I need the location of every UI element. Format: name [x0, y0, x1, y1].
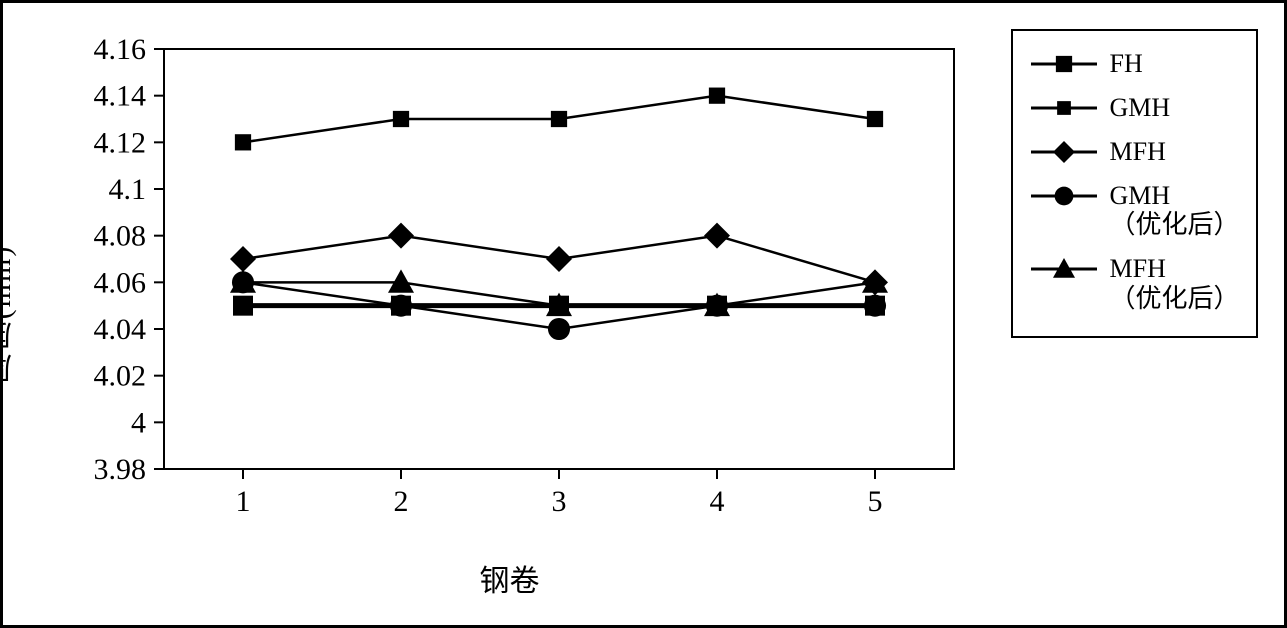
legend-label: MFH（优化后）	[1109, 254, 1239, 314]
svg-text:4.02: 4.02	[94, 359, 147, 392]
svg-text:5: 5	[868, 485, 883, 518]
svg-text:4.06: 4.06	[94, 266, 147, 299]
svg-text:4: 4	[710, 485, 725, 518]
legend-label: MFH	[1109, 137, 1165, 167]
svg-text:1: 1	[236, 485, 251, 518]
legend-item-GMH: GMH	[1029, 93, 1239, 123]
svg-text:4.16: 4.16	[94, 33, 147, 66]
series-GMH	[235, 87, 883, 150]
legend-label: FH	[1109, 49, 1142, 79]
legend-marker-icon	[1029, 254, 1099, 284]
svg-text:4.08: 4.08	[94, 219, 147, 252]
svg-text:2: 2	[394, 485, 409, 518]
legend-marker-icon	[1029, 181, 1099, 211]
legend-label: GMH（优化后）	[1109, 181, 1239, 241]
line-chart: 3.98 4 4.02 4.04 4.06 4.08 4.1 4.12 4.14 4.16 1 2 3 4…	[29, 29, 989, 549]
legend-item-FH: FH	[1029, 49, 1239, 79]
series-MFH	[230, 222, 888, 295]
y-axis-label: 厚度(mm)	[0, 245, 23, 384]
legend-label: GMH	[1109, 93, 1170, 123]
svg-text:4.04: 4.04	[94, 313, 147, 346]
svg-text:4.12: 4.12	[94, 126, 147, 159]
legend-item-MFH: MFH	[1029, 137, 1239, 167]
chart-and-legend: 厚度(mm) 3.9844.024.044.064.084.14.124.144…	[29, 29, 1257, 600]
svg-text:4.14: 4.14	[94, 79, 147, 112]
legend-marker-icon	[1029, 137, 1099, 167]
legend-marker-icon	[1029, 49, 1099, 79]
series-MFH_opt	[230, 269, 888, 316]
legend-item-GMH_opt: GMH（优化后）	[1029, 181, 1239, 241]
svg-text:4: 4	[131, 406, 146, 439]
x-axis-label: 钢卷	[29, 556, 989, 600]
svg-text:3.98: 3.98	[94, 453, 147, 486]
legend-item-MFH_opt: MFH（优化后）	[1029, 254, 1239, 314]
outer-frame: 厚度(mm) 3.98 4 4.02 4.04 4.06 4.08 4.1 4.12 4.14 4…	[0, 0, 1287, 628]
legend-marker-icon	[1029, 93, 1099, 123]
chart-wrap: 厚度(mm) 3.9844.024.044.064.084.14.124.144…	[29, 29, 989, 600]
svg-text:3: 3	[552, 485, 567, 518]
svg-text:4.1: 4.1	[109, 173, 147, 206]
legend: FH GMH MFH GMH（优化后） MFH（优化后）	[1011, 29, 1257, 339]
